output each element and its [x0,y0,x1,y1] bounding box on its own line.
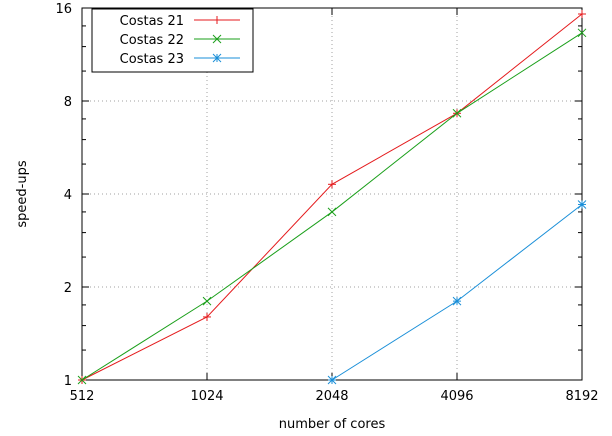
y-tick-label: 8 [64,95,72,110]
legend-item: Costas 21 [120,14,240,29]
x-tick-label: 2048 [315,389,348,404]
series-3 [327,200,587,385]
x-tick-label: 4096 [440,389,473,404]
y-tick-label: 1 [64,374,72,389]
data-point [328,180,336,189]
legend: Costas 21 Costas 22 Costas 23 [91,8,254,73]
legend-label: Costas 21 [120,14,184,29]
legend-marker [212,34,222,44]
grid-lines [82,8,582,380]
legend-label: Costas 23 [120,52,184,67]
data-point [203,312,211,321]
data-point [577,200,587,209]
x-tick-label: 1024 [190,389,223,404]
data-point [452,296,462,306]
legend-item: Costas 22 [120,33,240,48]
y-tick-label: 16 [55,2,72,17]
series-layer [77,10,587,385]
data-point [327,375,337,385]
series-2 [77,28,587,385]
y-axis-title: speed-ups [15,160,30,227]
legend-item: Costas 23 [120,52,240,67]
data-point [202,296,212,306]
data-point [452,108,462,118]
x-axis-title: number of cores [279,417,386,432]
legend-label: Costas 22 [120,33,184,48]
x-tick-label: 8192 [565,389,598,404]
y-tick-label: 4 [64,188,72,203]
legend-marker [212,53,222,63]
data-point [327,207,337,217]
data-point [578,10,586,19]
data-point [577,28,587,38]
axis-ticks: 512 1024 2048 4096 8192 1 2 4 8 16 [55,2,598,404]
x-tick-label: 512 [70,389,95,404]
data-point [77,375,87,385]
y-tick-label: 2 [64,281,72,296]
legend-marker [213,16,221,24]
